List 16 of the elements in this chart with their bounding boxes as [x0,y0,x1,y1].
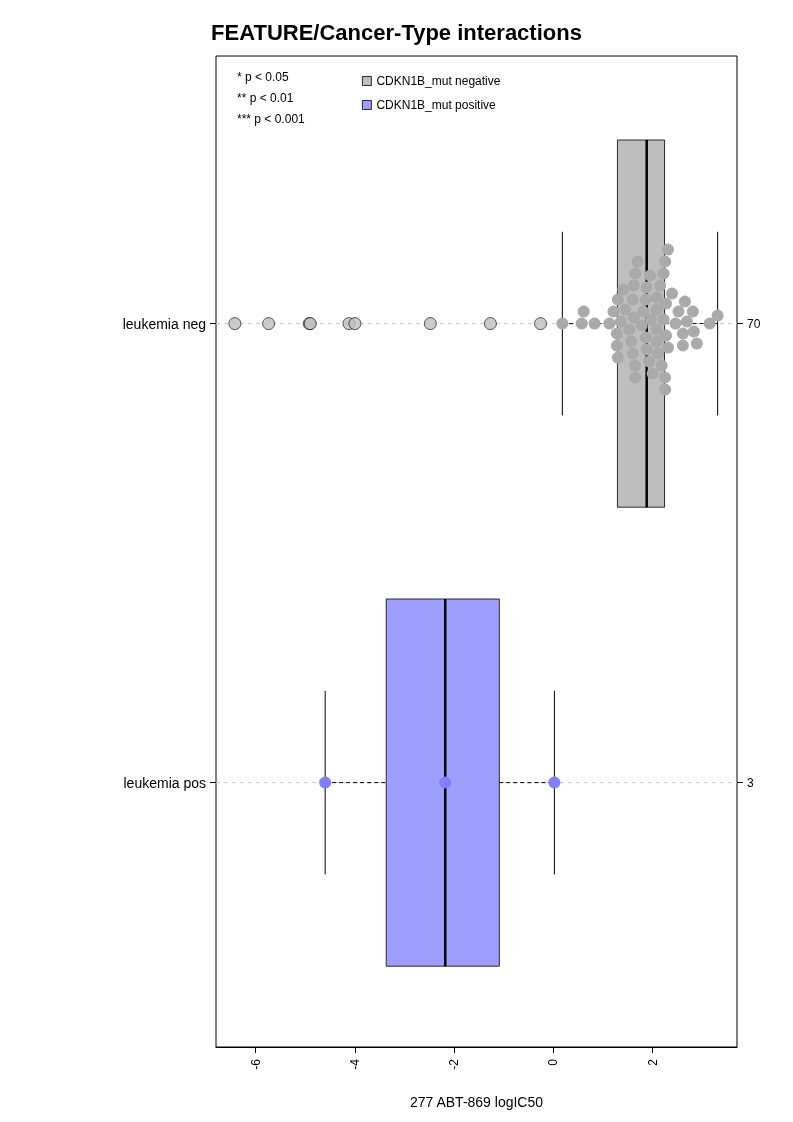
x-tick-label: 0 [546,1058,561,1066]
chart-title: FEATURE/Cancer-Type interactions [211,19,582,45]
x-tick-label: -6 [248,1058,263,1070]
y-tick-label: leukemia pos [123,774,206,791]
x-tick-label: -2 [447,1058,462,1070]
annotation: ** p < 0.01 [237,91,294,105]
x-tick-label: -4 [347,1058,362,1070]
y2-tick-label: 70 [747,316,761,331]
y-tick-label: leukemia neg [122,315,206,332]
x-axis-title: 277 ABT-869 logIC50 [409,1094,544,1110]
legend-label: CDKN1B_mut negative [376,74,501,88]
legend-label: CDKN1B_mut positive [376,98,497,112]
x-tick-label: 2 [645,1058,660,1066]
annotation: *** p < 0.001 [237,112,306,126]
annotation: * p < 0.05 [237,70,290,84]
y2-tick-label: 3 [747,775,754,790]
